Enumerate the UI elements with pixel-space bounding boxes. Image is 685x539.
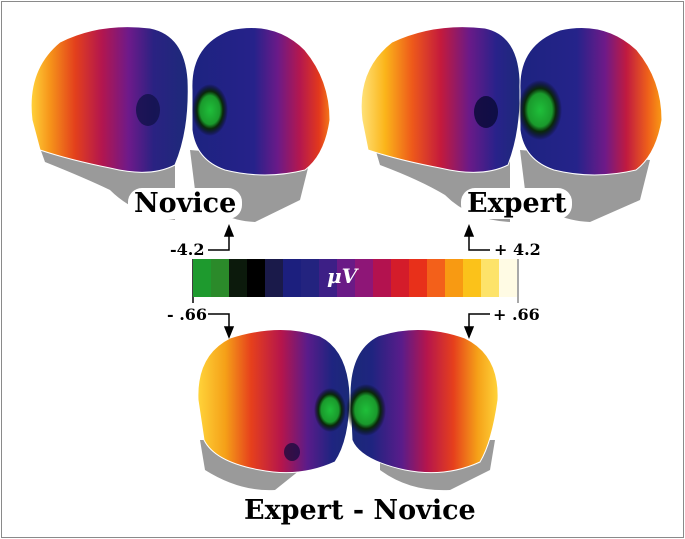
scale-color-step [337,259,356,297]
top-right-connector [468,233,490,251]
scale-top-min-label: -4.2 [170,240,205,259]
top-right-arrowhead [463,223,475,237]
bottom-right-arrowhead [463,326,475,340]
scale-color-step [481,259,500,297]
scale-color-step [445,259,464,297]
novice-left-dark-spot [136,94,160,126]
top-left-arrowhead [223,223,235,237]
difference-left-dark-spot [284,443,300,461]
scale-color-step [319,259,338,297]
scale-color-step [355,259,374,297]
scale-color-step [247,259,266,297]
scale-color-step [301,259,320,297]
bottom-right-connector [468,313,490,330]
scale-bottom-min-label: - .66 [167,305,208,324]
novice-left-head [30,26,189,173]
scale-top-max-label: + 4.2 [494,240,541,259]
scale-color-step [373,259,392,297]
scale-color-step [265,259,284,297]
expert-left-dark-spot [474,96,498,128]
difference-right-green-spot [346,384,386,436]
scale-color-step [463,259,482,297]
scale-bottom-max-label: + .66 [493,305,540,324]
scale-color-step [499,259,517,297]
bottom-left-arrowhead [223,326,235,340]
scale-color-step [391,259,410,297]
expert-right-green-spot [518,80,562,140]
scale-color-step [409,259,428,297]
scale-unit-label: μV [327,264,358,288]
difference-right-head [349,329,499,474]
novice-right-green-spot [192,84,228,136]
difference-left-green-spot [314,388,346,432]
bottom-left-connector [208,313,230,330]
scale-color-step [211,259,230,297]
expert-left-head [360,26,521,173]
expert-right-head [519,27,663,176]
color-scale-bar [193,259,517,297]
scale-color-step [283,259,302,297]
expert-label: Expert [461,188,573,219]
scale-color-step [427,259,446,297]
novice-label: Novice [128,188,243,219]
difference-label: Expert - Novice [244,495,476,526]
scale-color-step [229,259,248,297]
difference-map [197,329,499,491]
novice-right-head [191,27,331,176]
scale-color-step [193,259,212,297]
top-left-connector [208,233,230,251]
